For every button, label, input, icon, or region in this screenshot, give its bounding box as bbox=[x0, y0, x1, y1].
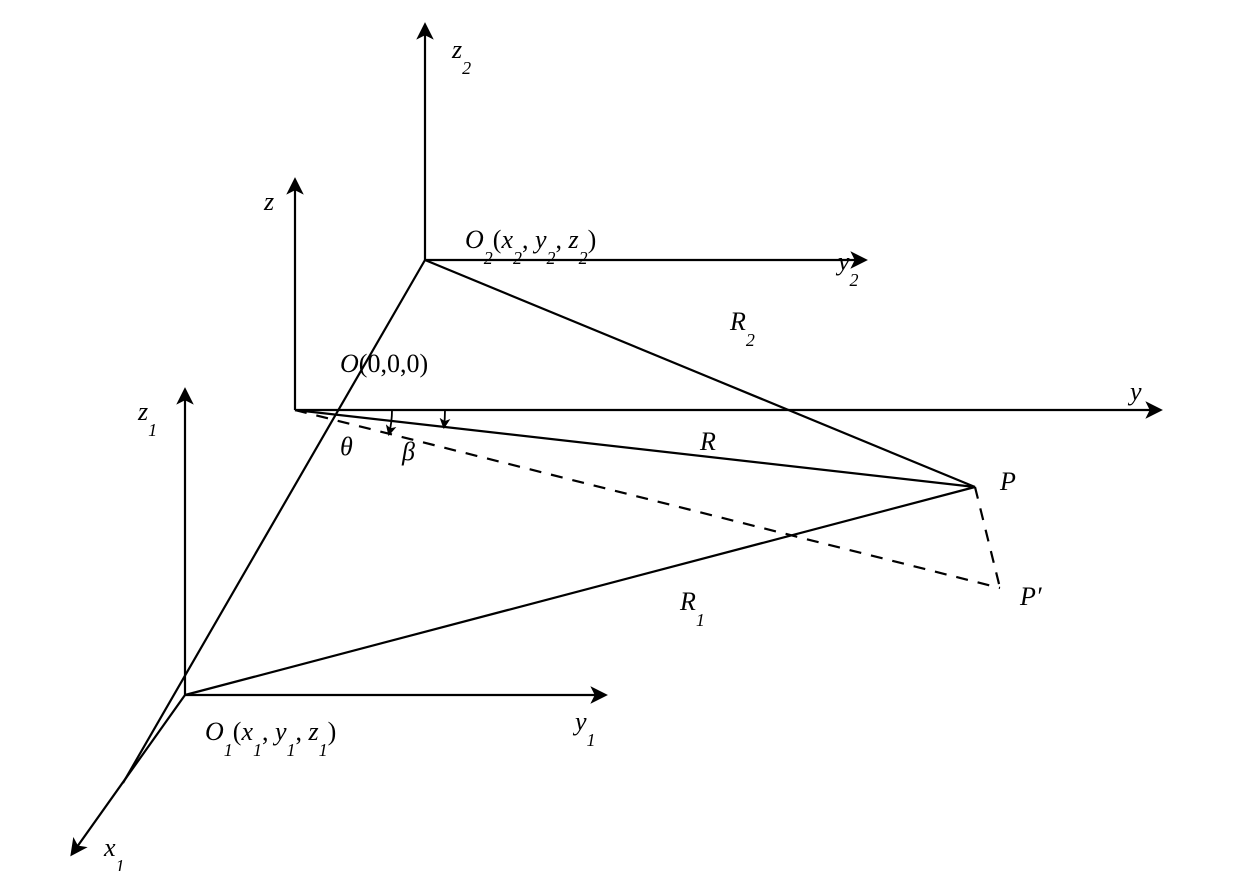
diagonal-line bbox=[123, 260, 425, 783]
label-y2: y2 bbox=[835, 247, 859, 290]
label-z1: z1 bbox=[137, 397, 157, 440]
dashed-O-Pprime bbox=[295, 410, 1000, 588]
label-O2: O2(x2, y2, z2) bbox=[465, 225, 596, 268]
label-theta: θ bbox=[340, 432, 353, 461]
label-R1: R1 bbox=[679, 587, 705, 630]
ray-R1 bbox=[185, 487, 975, 695]
ray-R bbox=[295, 410, 975, 487]
coordinate-diagram: z y z1 y1 x1 z2 y2 O(0,0,0) O1(x1, y1, z… bbox=[0, 0, 1239, 871]
label-y: y bbox=[1127, 377, 1142, 406]
label-O1: O1(x1, y1, z1) bbox=[205, 717, 336, 760]
label-P: P bbox=[999, 467, 1016, 496]
label-R: R bbox=[699, 427, 716, 456]
label-x1: x1 bbox=[103, 833, 125, 871]
angle-theta-arc bbox=[389, 410, 392, 434]
label-z: z bbox=[263, 187, 274, 216]
label-beta: β bbox=[401, 437, 415, 466]
angle-beta-arc bbox=[444, 410, 445, 427]
dashed-P-Pprime bbox=[975, 487, 1000, 588]
label-R2: R2 bbox=[729, 307, 755, 350]
label-y1: y1 bbox=[572, 707, 596, 750]
axis-x1 bbox=[72, 695, 185, 854]
label-z2: z2 bbox=[451, 35, 471, 78]
label-Pprime: P′ bbox=[1019, 582, 1042, 611]
label-O: O(0,0,0) bbox=[340, 349, 428, 378]
